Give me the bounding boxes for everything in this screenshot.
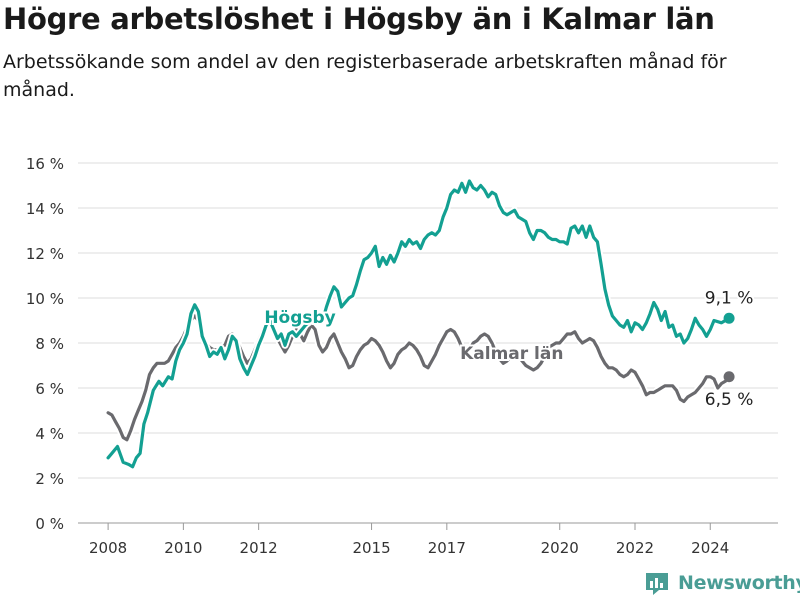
series-lines [104, 177, 735, 471]
y-tick-label: 8 % [35, 335, 64, 353]
brand-name: Newsworthy [678, 572, 800, 594]
x-tick-label: 2012 [240, 539, 278, 557]
x-tick-label: 2022 [616, 539, 654, 557]
kalmar-lan-line [106, 314, 731, 442]
x-tick-label: 2010 [164, 539, 202, 557]
kalmar-lan-end-value-label: 6,5 % [705, 390, 754, 410]
x-axis-ticks: 2008 2010 2012 2015 2017 2020 2022 2024 [89, 523, 729, 557]
kalmar-lan-end-dot [723, 371, 735, 383]
x-tick-label: 2017 [428, 539, 466, 557]
x-tick-label: 2020 [541, 539, 579, 557]
y-tick-label: 2 % [35, 470, 64, 488]
chart-title: Högre arbetslöshet i Högsby än i Kalmar … [3, 2, 715, 36]
newsworthy-logo-icon [646, 573, 668, 595]
x-tick-label: 2008 [89, 539, 127, 557]
x-tick-label: 2024 [691, 539, 729, 557]
x-tick-label: 2015 [352, 539, 390, 557]
y-tick-label: 0 % [35, 515, 64, 533]
series-labels: Högsby Kalmar län 9,1 % 6,5 % [262, 286, 755, 412]
hogsby-series-label: Högsby [264, 308, 335, 328]
hogsby-end-value-label: 9,1 % [705, 288, 754, 308]
y-tick-label: 10 % [26, 290, 64, 308]
y-tick-label: 6 % [35, 380, 64, 398]
y-tick-label: 16 % [26, 155, 64, 173]
kalmar-lan-series-label: Kalmar län [460, 344, 563, 364]
y-axis-ticks: 0 % 2 % 4 % 6 % 8 % 10 % 12 % 14 % 16 % [26, 155, 64, 533]
y-tick-label: 4 % [35, 425, 64, 443]
hogsby-end-dot [723, 312, 735, 324]
y-tick-label: 14 % [26, 200, 64, 218]
y-tick-label: 12 % [26, 245, 64, 263]
hogsby-line [106, 179, 731, 469]
chart-subtitle: Arbetssökande som andel av den registerb… [3, 51, 727, 101]
newsworthy-brand[interactable]: Newsworthy [644, 570, 800, 596]
